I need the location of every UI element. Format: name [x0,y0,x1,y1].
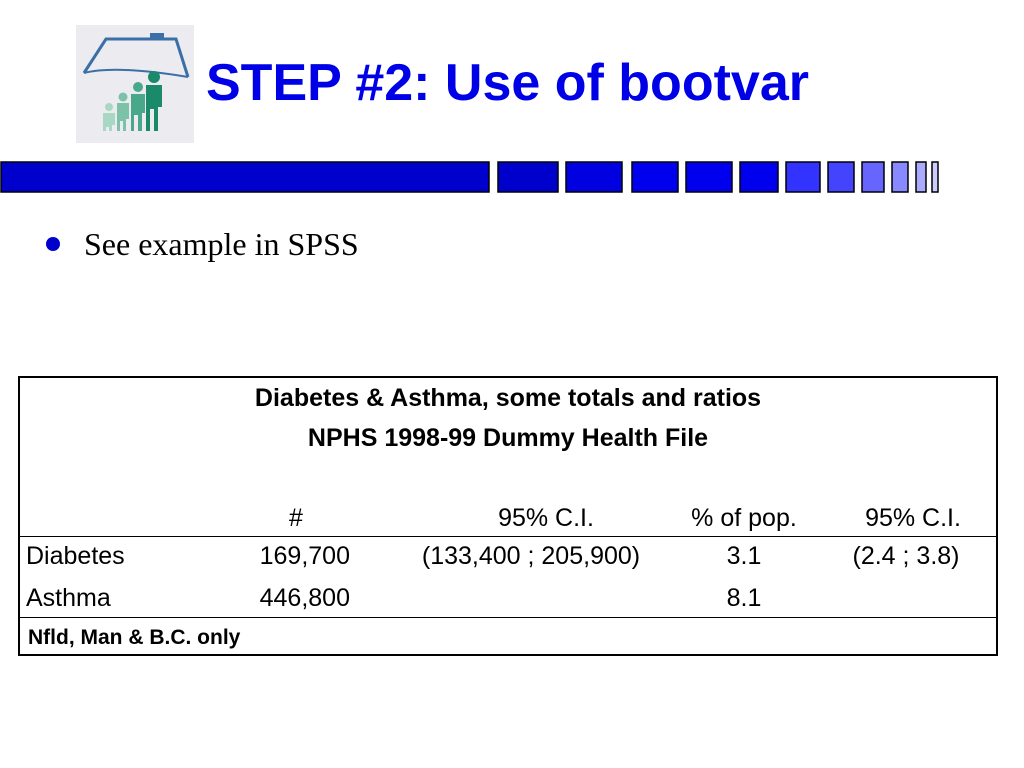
table-subtitle: NPHS 1998-99 Dummy Health File [307,424,709,452]
bullet-item: See example in SPSS [46,222,359,266]
row-label-diabetes: Diabetes [26,542,125,570]
results-table: Diabetes & Asthma, some totals and ratio… [18,376,998,656]
cell-pct-ci: (2.4 ; 3.8) [852,542,960,570]
bullet-dot [46,237,60,251]
cell-pct: 8.1 [726,584,762,612]
row-label-asthma: Asthma [26,584,111,612]
column-header-ci: 95% C.I. [498,504,594,532]
decorative-divider-bar [0,160,944,194]
family-home-icon [82,33,190,131]
table-body [20,537,996,618]
table-title: Diabetes & Asthma, some totals and ratio… [254,384,762,412]
logo [76,25,194,143]
cell-ci: (133,400 ; 205,900) [421,542,641,570]
column-header-pct-ci: 95% C.I. [865,504,961,532]
column-header-count: # [289,504,303,532]
cell-count: 446,800 [259,584,350,612]
cell-pct: 3.1 [726,542,762,570]
page-title: STEP #2: Use of bootvar [206,54,809,112]
cell-count: 169,700 [259,542,350,570]
column-header-pct: % of pop. [691,504,797,532]
table-footnote: Nfld, Man & B.C. only [28,626,241,649]
table-header [20,378,996,537]
bullet-text: See example in SPSS [84,225,359,262]
